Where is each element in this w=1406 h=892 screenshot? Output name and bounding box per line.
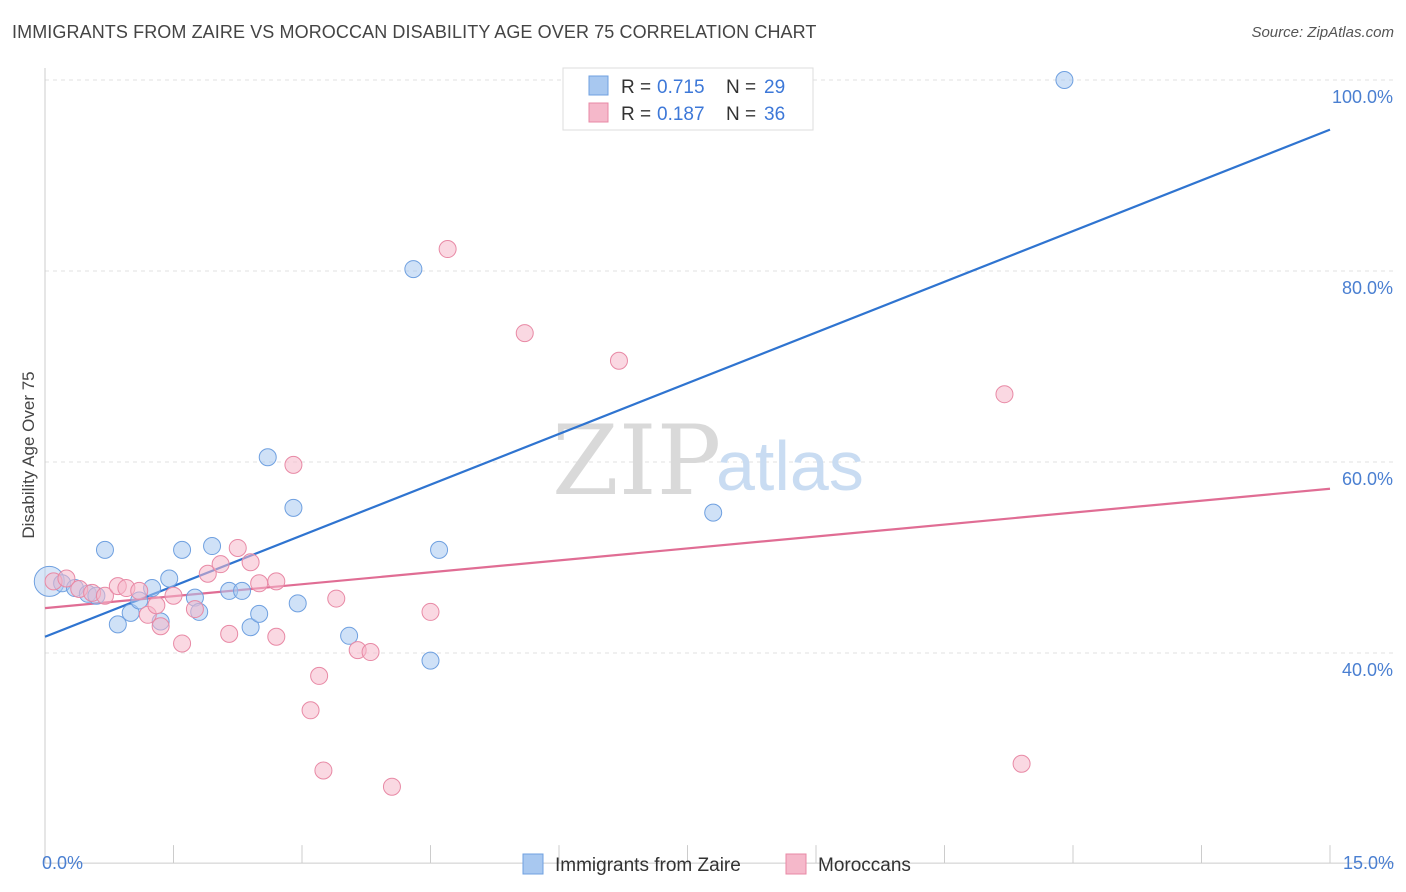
point-moroccans <box>310 666 329 685</box>
point-moroccans <box>267 627 286 646</box>
watermark: ZIP atlas <box>552 405 864 517</box>
point-moroccans <box>301 701 320 720</box>
legend-r-label: R = <box>621 77 651 98</box>
watermark-atlas: atlas <box>716 427 864 505</box>
axes <box>44 68 1394 864</box>
point-moroccans <box>284 455 303 474</box>
point-zaire <box>430 540 449 559</box>
x-tick-label: 15.0% <box>1343 853 1394 873</box>
legend-top: R = 0.715 N = 29 R = 0.187 N = 36 <box>562 67 814 131</box>
chart-title: IMMIGRANTS FROM ZAIRE VS MOROCCAN DISABI… <box>12 22 817 42</box>
point-moroccans <box>361 643 380 662</box>
point-zaire <box>704 503 723 522</box>
point-moroccans <box>130 581 149 600</box>
point-zaire <box>250 604 269 623</box>
point-moroccans <box>57 569 76 588</box>
point-moroccans <box>147 596 166 615</box>
point-zaire <box>95 540 114 559</box>
point-moroccans <box>220 624 239 643</box>
point-zaire <box>1055 71 1074 89</box>
data-points <box>33 71 1074 796</box>
legend-bottom-label-zaire: Immigrants from Zaire <box>555 855 741 876</box>
point-moroccans <box>151 617 170 636</box>
point-moroccans <box>1012 754 1031 773</box>
legend-n-label: N = <box>726 77 756 98</box>
legend-bottom: Immigrants from Zaire Moroccans <box>522 853 911 876</box>
legend-r-label: R = <box>621 104 651 125</box>
point-zaire <box>241 618 260 637</box>
legend-swatch-moroccans <box>588 102 609 123</box>
point-zaire <box>160 569 179 588</box>
point-zaire <box>340 626 359 645</box>
point-moroccans <box>314 761 333 780</box>
legend-r-value: 0.715 <box>657 77 705 98</box>
legend-bottom-swatch-zaire <box>522 853 544 875</box>
point-moroccans <box>164 586 183 605</box>
legend-n-value: 36 <box>764 104 785 125</box>
point-zaire <box>203 537 222 556</box>
legend-bottom-label-moroccans: Moroccans <box>818 855 911 876</box>
point-moroccans <box>198 564 217 583</box>
point-zaire <box>288 594 307 613</box>
y-tick-label: 40.0% <box>1342 660 1393 680</box>
point-moroccans <box>211 555 230 574</box>
point-zaire <box>258 448 277 467</box>
point-zaire <box>108 615 127 634</box>
point-zaire <box>404 260 423 279</box>
trend-lines <box>44 128 1331 638</box>
point-moroccans <box>241 553 260 572</box>
y-axis-label: Disability Age Over 75 <box>19 371 38 538</box>
point-zaire <box>284 498 303 517</box>
point-moroccans <box>327 589 346 608</box>
legend-n-label: N = <box>726 104 756 125</box>
legend-n-value: 29 <box>764 77 785 98</box>
watermark-zip: ZIP <box>552 405 721 517</box>
point-moroccans <box>438 240 457 259</box>
point-moroccans <box>250 574 269 593</box>
tick-labels: 40.0% 60.0% 80.0% 100.0% 0.0% 15.0% <box>42 87 1394 873</box>
y-tick-label: 80.0% <box>1342 278 1393 298</box>
point-moroccans <box>382 777 401 796</box>
point-moroccans <box>228 538 247 557</box>
chart-source: Source: ZipAtlas.com <box>1251 24 1394 41</box>
trend-line-zaire <box>44 128 1331 638</box>
legend-bottom-swatch-moroccans <box>785 853 807 875</box>
point-moroccans <box>173 634 192 653</box>
y-tick-label: 60.0% <box>1342 469 1393 489</box>
point-zaire <box>233 581 252 600</box>
x-tick-label: 0.0% <box>42 853 83 873</box>
legend-r-value: 0.187 <box>657 104 705 125</box>
point-zaire <box>421 651 440 670</box>
point-moroccans <box>609 351 628 370</box>
legend-swatch-zaire <box>588 75 609 96</box>
point-moroccans <box>95 586 114 605</box>
point-moroccans <box>515 324 534 343</box>
point-zaire <box>173 540 192 559</box>
point-moroccans <box>995 385 1014 404</box>
point-moroccans <box>185 600 204 619</box>
point-moroccans <box>267 572 286 591</box>
point-moroccans <box>421 602 440 621</box>
y-tick-label: 100.0% <box>1332 87 1393 107</box>
